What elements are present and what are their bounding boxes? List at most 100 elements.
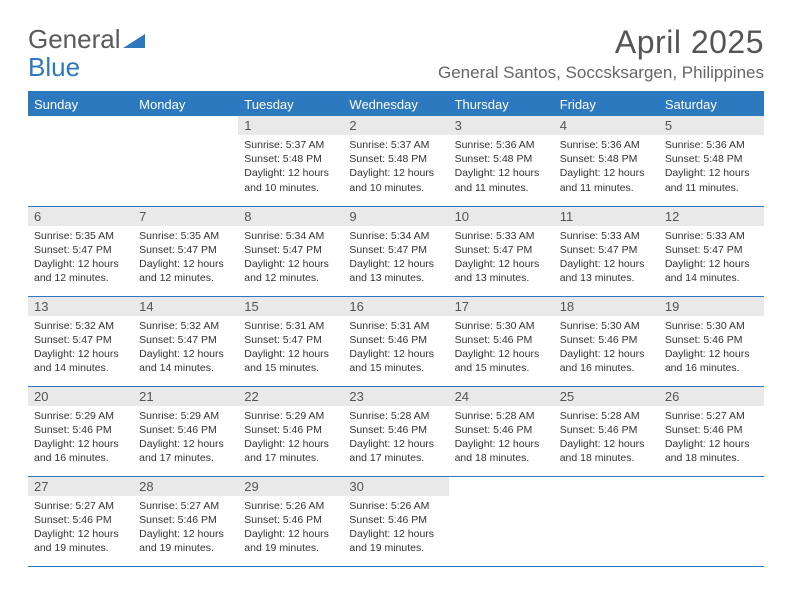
day-details: Sunrise: 5:28 AMSunset: 5:46 PMDaylight:… xyxy=(449,406,554,472)
weekday-header: Tuesday xyxy=(238,92,343,116)
day-number: 28 xyxy=(133,477,238,496)
weekday-header: Wednesday xyxy=(343,92,448,116)
day-details: Sunrise: 5:29 AMSunset: 5:46 PMDaylight:… xyxy=(238,406,343,472)
calendar-row: 6Sunrise: 5:35 AMSunset: 5:47 PMDaylight… xyxy=(28,206,764,296)
logo: General xyxy=(28,24,145,55)
calendar-row: 13Sunrise: 5:32 AMSunset: 5:47 PMDayligh… xyxy=(28,296,764,386)
day-number: 27 xyxy=(28,477,133,496)
calendar-cell: 23Sunrise: 5:28 AMSunset: 5:46 PMDayligh… xyxy=(343,386,448,476)
calendar-cell: 18Sunrise: 5:30 AMSunset: 5:46 PMDayligh… xyxy=(554,296,659,386)
calendar-cell: 24Sunrise: 5:28 AMSunset: 5:46 PMDayligh… xyxy=(449,386,554,476)
day-number: 2 xyxy=(343,116,448,135)
day-details: Sunrise: 5:36 AMSunset: 5:48 PMDaylight:… xyxy=(449,135,554,201)
day-number: 13 xyxy=(28,297,133,316)
day-number: 6 xyxy=(28,207,133,226)
calendar-cell: 8Sunrise: 5:34 AMSunset: 5:47 PMDaylight… xyxy=(238,206,343,296)
calendar-cell: 19Sunrise: 5:30 AMSunset: 5:46 PMDayligh… xyxy=(659,296,764,386)
calendar-cell: 13Sunrise: 5:32 AMSunset: 5:47 PMDayligh… xyxy=(28,296,133,386)
calendar-cell: 3Sunrise: 5:36 AMSunset: 5:48 PMDaylight… xyxy=(449,116,554,206)
day-details: Sunrise: 5:35 AMSunset: 5:47 PMDaylight:… xyxy=(133,226,238,292)
day-number: 1 xyxy=(238,116,343,135)
weekday-header: Friday xyxy=(554,92,659,116)
day-details: Sunrise: 5:37 AMSunset: 5:48 PMDaylight:… xyxy=(343,135,448,201)
day-details: Sunrise: 5:35 AMSunset: 5:47 PMDaylight:… xyxy=(28,226,133,292)
day-number: 7 xyxy=(133,207,238,226)
day-number: 30 xyxy=(343,477,448,496)
day-details: Sunrise: 5:32 AMSunset: 5:47 PMDaylight:… xyxy=(28,316,133,382)
day-details: Sunrise: 5:29 AMSunset: 5:46 PMDaylight:… xyxy=(133,406,238,472)
calendar-cell: 29Sunrise: 5:26 AMSunset: 5:46 PMDayligh… xyxy=(238,476,343,566)
day-details: Sunrise: 5:26 AMSunset: 5:46 PMDaylight:… xyxy=(238,496,343,562)
calendar-cell: 15Sunrise: 5:31 AMSunset: 5:47 PMDayligh… xyxy=(238,296,343,386)
day-details: Sunrise: 5:30 AMSunset: 5:46 PMDaylight:… xyxy=(554,316,659,382)
day-details: Sunrise: 5:31 AMSunset: 5:47 PMDaylight:… xyxy=(238,316,343,382)
calendar-cell: 22Sunrise: 5:29 AMSunset: 5:46 PMDayligh… xyxy=(238,386,343,476)
header: General April 2025 General Santos, Soccs… xyxy=(28,24,764,83)
calendar-row: ....1Sunrise: 5:37 AMSunset: 5:48 PMDayl… xyxy=(28,116,764,206)
day-number: 16 xyxy=(343,297,448,316)
day-details: Sunrise: 5:26 AMSunset: 5:46 PMDaylight:… xyxy=(343,496,448,562)
calendar-body: .... 1Sunrise: 5:37 AMSunset: 5:48 PMDayl… xyxy=(28,116,764,566)
day-details: Sunrise: 5:29 AMSunset: 5:46 PMDaylight:… xyxy=(28,406,133,472)
day-number: 18 xyxy=(554,297,659,316)
day-number: 26 xyxy=(659,387,764,406)
day-number: 25 xyxy=(554,387,659,406)
calendar-cell: 5Sunrise: 5:36 AMSunset: 5:48 PMDaylight… xyxy=(659,116,764,206)
calendar-cell: 25Sunrise: 5:28 AMSunset: 5:46 PMDayligh… xyxy=(554,386,659,476)
day-number: 14 xyxy=(133,297,238,316)
day-number: 12 xyxy=(659,207,764,226)
day-number: 4 xyxy=(554,116,659,135)
weekday-header: Thursday xyxy=(449,92,554,116)
calendar-cell: 21Sunrise: 5:29 AMSunset: 5:46 PMDayligh… xyxy=(133,386,238,476)
day-details: Sunrise: 5:28 AMSunset: 5:46 PMDaylight:… xyxy=(343,406,448,472)
logo-text-1: General xyxy=(28,24,121,55)
day-details: Sunrise: 5:27 AMSunset: 5:46 PMDaylight:… xyxy=(133,496,238,562)
day-number: 8 xyxy=(238,207,343,226)
day-details: Sunrise: 5:33 AMSunset: 5:47 PMDaylight:… xyxy=(449,226,554,292)
title-block: April 2025 General Santos, Soccsksargen,… xyxy=(438,24,764,83)
day-details: Sunrise: 5:34 AMSunset: 5:47 PMDaylight:… xyxy=(238,226,343,292)
calendar-cell: 14Sunrise: 5:32 AMSunset: 5:47 PMDayligh… xyxy=(133,296,238,386)
calendar-row: 20Sunrise: 5:29 AMSunset: 5:46 PMDayligh… xyxy=(28,386,764,476)
day-details: Sunrise: 5:30 AMSunset: 5:46 PMDaylight:… xyxy=(659,316,764,382)
calendar-cell: 30Sunrise: 5:26 AMSunset: 5:46 PMDayligh… xyxy=(343,476,448,566)
day-details: Sunrise: 5:36 AMSunset: 5:48 PMDaylight:… xyxy=(659,135,764,201)
day-details: Sunrise: 5:30 AMSunset: 5:46 PMDaylight:… xyxy=(449,316,554,382)
logo-triangle-icon xyxy=(123,24,145,55)
calendar-cell: 26Sunrise: 5:27 AMSunset: 5:46 PMDayligh… xyxy=(659,386,764,476)
weekday-header: Sunday xyxy=(28,92,133,116)
day-number: 19 xyxy=(659,297,764,316)
calendar-cell: 2Sunrise: 5:37 AMSunset: 5:48 PMDaylight… xyxy=(343,116,448,206)
calendar-cell: 9Sunrise: 5:34 AMSunset: 5:47 PMDaylight… xyxy=(343,206,448,296)
day-number: 3 xyxy=(449,116,554,135)
calendar-cell: 28Sunrise: 5:27 AMSunset: 5:46 PMDayligh… xyxy=(133,476,238,566)
calendar-row: 27Sunrise: 5:27 AMSunset: 5:46 PMDayligh… xyxy=(28,476,764,566)
calendar-cell: 4Sunrise: 5:36 AMSunset: 5:48 PMDaylight… xyxy=(554,116,659,206)
day-number: 9 xyxy=(343,207,448,226)
day-number: 20 xyxy=(28,387,133,406)
weekday-header: Monday xyxy=(133,92,238,116)
day-number: 17 xyxy=(449,297,554,316)
calendar-cell: 16Sunrise: 5:31 AMSunset: 5:46 PMDayligh… xyxy=(343,296,448,386)
day-number: 5 xyxy=(659,116,764,135)
calendar-cell: 20Sunrise: 5:29 AMSunset: 5:46 PMDayligh… xyxy=(28,386,133,476)
day-details: Sunrise: 5:32 AMSunset: 5:47 PMDaylight:… xyxy=(133,316,238,382)
day-details: Sunrise: 5:31 AMSunset: 5:46 PMDaylight:… xyxy=(343,316,448,382)
calendar-cell: 11Sunrise: 5:33 AMSunset: 5:47 PMDayligh… xyxy=(554,206,659,296)
weekday-header: Saturday xyxy=(659,92,764,116)
day-number: 21 xyxy=(133,387,238,406)
day-number: 24 xyxy=(449,387,554,406)
calendar-cell: .. xyxy=(659,476,764,566)
location: General Santos, Soccsksargen, Philippine… xyxy=(438,63,764,83)
calendar-cell: .. xyxy=(449,476,554,566)
calendar-cell: 1Sunrise: 5:37 AMSunset: 5:48 PMDaylight… xyxy=(238,116,343,206)
calendar-table: SundayMondayTuesdayWednesdayThursdayFrid… xyxy=(28,91,764,567)
day-number: 11 xyxy=(554,207,659,226)
calendar-cell: .. xyxy=(554,476,659,566)
day-details: Sunrise: 5:33 AMSunset: 5:47 PMDaylight:… xyxy=(554,226,659,292)
day-details: Sunrise: 5:27 AMSunset: 5:46 PMDaylight:… xyxy=(28,496,133,562)
calendar-cell: 12Sunrise: 5:33 AMSunset: 5:47 PMDayligh… xyxy=(659,206,764,296)
calendar-cell: 27Sunrise: 5:27 AMSunset: 5:46 PMDayligh… xyxy=(28,476,133,566)
day-number: 15 xyxy=(238,297,343,316)
calendar-header-row: SundayMondayTuesdayWednesdayThursdayFrid… xyxy=(28,92,764,116)
